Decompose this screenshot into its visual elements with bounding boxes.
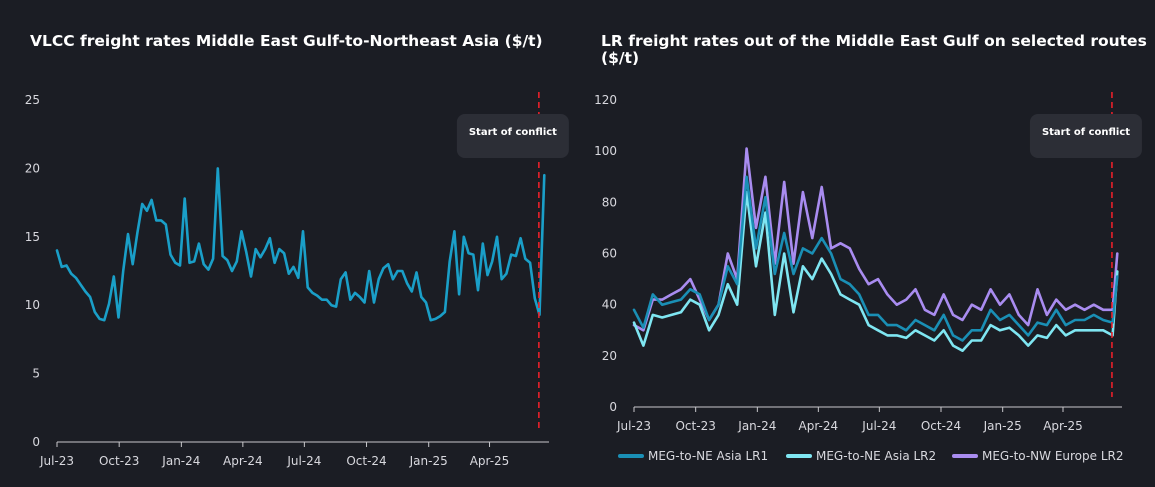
- lr-x-tick-label: Jul-23: [616, 419, 651, 433]
- lr-y-tick-label: 60: [602, 247, 617, 261]
- lr-x-tick-label: Apr-25: [1043, 419, 1083, 433]
- vlcc-x-tick-label: Jan-25: [409, 454, 448, 468]
- lr-series-line-2: [632, 147, 1119, 332]
- lr-x-tick-label: Oct-24: [921, 419, 961, 433]
- vlcc-x-tick-label: Jul-23: [39, 454, 74, 468]
- lr-x-tick-label: Jul-24: [861, 419, 896, 433]
- vlcc-series-line-0: [55, 167, 546, 322]
- vlcc-chart-title: VLCC freight rates Middle East Gulf-to-N…: [30, 32, 543, 50]
- vlcc-x-tick-label: Oct-23: [99, 454, 139, 468]
- lr-legend-label: MEG-to-NW Europe LR2: [982, 449, 1124, 463]
- vlcc-x-tick-label: Oct-24: [346, 454, 386, 468]
- lr-y-tick-label: 20: [602, 349, 617, 363]
- lr-chart: LR freight rates out of the Middle East …: [594, 32, 1152, 463]
- vlcc-y-tick-label: 15: [25, 230, 40, 244]
- vlcc-annotation-box: [456, 114, 569, 158]
- lr-x-tick-label: Jan-24: [737, 419, 776, 433]
- lr-x-tick-label: Oct-23: [675, 419, 715, 433]
- lr-series-line-1: [632, 190, 1119, 353]
- lr-chart-title: LR freight rates out of the Middle East …: [601, 32, 1152, 67]
- lr-series-line-0: [632, 175, 1119, 342]
- lr-legend-label: MEG-to-NE Asia LR2: [816, 449, 936, 463]
- lr-y-tick-label: 120: [594, 93, 617, 107]
- lr-y-tick-label: 100: [594, 144, 617, 158]
- lr-y-tick-label: 0: [609, 400, 617, 414]
- vlcc-x-tick-label: Apr-24: [223, 454, 263, 468]
- lr-x-tick-label: Jan-25: [983, 419, 1022, 433]
- vlcc-y-tick-label: 25: [25, 93, 40, 107]
- lr-x-tick-label: Apr-24: [799, 419, 839, 433]
- vlcc-y-tick-label: 10: [25, 298, 40, 312]
- vlcc-annotation-label: Start of conflict: [469, 127, 557, 138]
- lr-chart-title-line-1: LR freight rates out of the Middle East …: [601, 32, 1147, 50]
- lr-legend-label: MEG-to-NE Asia LR1: [648, 449, 768, 463]
- vlcc-x-tick-label: Apr-25: [470, 454, 510, 468]
- vlcc-chart: VLCC freight rates Middle East Gulf-to-N…: [25, 32, 569, 468]
- lr-annotation-box: [1029, 114, 1142, 158]
- vlcc-y-tick-label: 5: [32, 367, 40, 381]
- vlcc-y-tick-label: 0: [32, 435, 40, 449]
- vlcc-x-tick-label: Jan-24: [161, 454, 200, 468]
- lr-y-tick-label: 80: [602, 195, 617, 209]
- lr-annotation-label: Start of conflict: [1042, 127, 1130, 138]
- lr-y-tick-label: 40: [602, 298, 617, 312]
- vlcc-x-tick-label: Jul-24: [286, 454, 321, 468]
- vlcc-y-tick-label: 20: [25, 161, 40, 175]
- lr-chart-title-line-2: ($/t): [601, 49, 639, 67]
